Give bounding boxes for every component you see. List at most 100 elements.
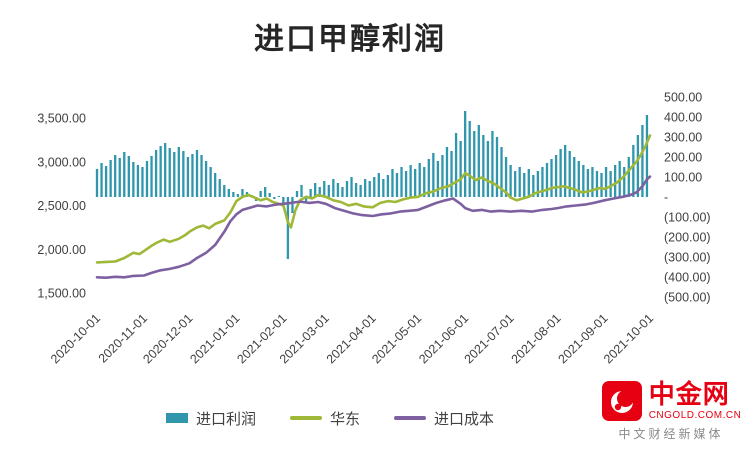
- profit-bar: [573, 157, 576, 197]
- profit-bar: [241, 189, 244, 197]
- line-进口成本: [95, 175, 652, 280]
- profit-bar: [304, 197, 308, 203]
- right-axis-tick-label: 100.00: [664, 171, 702, 185]
- profit-bar: [614, 165, 617, 197]
- profit-bar: [123, 152, 126, 197]
- legend-label: 华东: [329, 410, 360, 428]
- left-axis-tick-label: 2,000.00: [37, 243, 86, 257]
- profit-bar: [132, 162, 135, 197]
- right-axis-tick-label: (100.00): [664, 211, 711, 225]
- profit-bar: [418, 163, 421, 197]
- profit-bar: [591, 167, 594, 197]
- x-axis-tick-label: 2021-10-01: [601, 311, 656, 366]
- profit-bar: [509, 165, 512, 197]
- profit-bar: [536, 171, 540, 197]
- profit-bar: [159, 146, 162, 197]
- profit-bar: [323, 181, 326, 197]
- profit-bar: [259, 191, 262, 197]
- profit-bar: [504, 157, 508, 197]
- profit-bar: [364, 179, 367, 197]
- profit-bar: [373, 177, 376, 197]
- profit-bar: [150, 156, 153, 197]
- x-axis-tick-label: 2020-12-01: [140, 311, 195, 366]
- profit-bar: [382, 179, 385, 197]
- profit-bar: [182, 151, 185, 197]
- x-axis-tick-label: 2021-07-01: [462, 311, 517, 366]
- profit-bar: [523, 173, 526, 197]
- x-axis-tick-label: 2021-05-01: [369, 311, 424, 366]
- legend-item-huadong: 华东: [289, 408, 360, 429]
- profit-bar: [436, 161, 440, 197]
- right-axis-tick-label: -: [664, 191, 668, 205]
- profit-bar: [395, 173, 399, 197]
- line-swatch-icon: [289, 416, 322, 420]
- profit-bar: [568, 151, 571, 197]
- legend-label: 进口利润: [195, 410, 256, 428]
- x-axis-tick-label: 2021-08-01: [509, 311, 564, 366]
- cngold-logo-icon: [601, 381, 642, 421]
- profit-bar: [454, 133, 458, 197]
- profit-bar: [604, 167, 608, 197]
- profit-bar: [468, 121, 471, 197]
- profit-bar: [104, 166, 108, 197]
- line-swatch-icon: [394, 416, 426, 420]
- profit-bar: [414, 169, 417, 197]
- profit-bar: [336, 183, 340, 197]
- profit-bar: [545, 163, 549, 197]
- profit-bar: [645, 115, 649, 197]
- profit-bar: [168, 148, 171, 197]
- profit-bar: [223, 185, 226, 197]
- profit-bar: [450, 151, 453, 197]
- profit-bar: [400, 167, 403, 197]
- profit-bar: [95, 169, 99, 197]
- profit-bar: [227, 189, 230, 197]
- profit-bar: [623, 167, 626, 197]
- profit-bar: [632, 145, 635, 197]
- right-axis-tick-label: 500.00: [664, 91, 702, 105]
- profit-bar: [554, 155, 558, 197]
- profit-bar: [277, 196, 280, 197]
- line-华东: [95, 134, 652, 264]
- profit-bar: [595, 171, 599, 197]
- profit-bar: [191, 154, 194, 197]
- right-axis-tick-label: (200.00): [664, 231, 711, 245]
- profit-bar: [464, 111, 467, 197]
- profit-bar: [268, 193, 271, 197]
- legend-item-import-cost: 进口成本: [394, 408, 494, 429]
- profit-bar: [427, 159, 430, 197]
- profit-bar: [482, 135, 485, 197]
- chart-title: 进口甲醇利润: [254, 23, 446, 56]
- site-watermark: 中金网 CNGOLD.COM.CN 中文财经新媒体: [596, 380, 746, 442]
- profit-bar: [332, 179, 335, 197]
- legend-label: 进口成本: [434, 410, 495, 428]
- x-axis-tick-label: 2021-01-01: [187, 311, 242, 366]
- profit-bar: [232, 192, 235, 197]
- left-axis-tick-label: 3,500.00: [37, 112, 86, 126]
- profit-bar: [286, 197, 290, 259]
- profit-bar: [350, 177, 353, 197]
- profit-bar: [164, 143, 167, 197]
- profit-bar: [445, 147, 449, 197]
- profit-bar: [368, 181, 371, 197]
- profit-bar: [354, 183, 358, 197]
- profit-bar: [136, 165, 140, 197]
- profit-bar: [186, 157, 190, 197]
- left-axis-tick-label: 1,500.00: [37, 287, 86, 301]
- profit-bar: [627, 157, 630, 197]
- logo-tagline: 中文财经新媒体: [618, 427, 724, 441]
- profit-bar: [473, 131, 476, 197]
- profit-bar: [391, 169, 394, 197]
- profit-bar: [441, 155, 444, 197]
- profit-bar: [559, 149, 562, 197]
- profit-bar: [127, 156, 130, 197]
- profit-bar: [341, 187, 344, 197]
- chart-legend: 进口利润 华东 进口成本: [0, 404, 660, 432]
- profit-bar: [514, 171, 517, 197]
- profit-bar: [586, 169, 590, 197]
- profit-bar: [609, 171, 612, 197]
- profit-bar: [264, 187, 267, 197]
- profit-bar: [491, 131, 494, 197]
- profit-bar: [495, 137, 499, 197]
- profit-bar: [195, 150, 199, 197]
- profit-bar: [550, 159, 553, 197]
